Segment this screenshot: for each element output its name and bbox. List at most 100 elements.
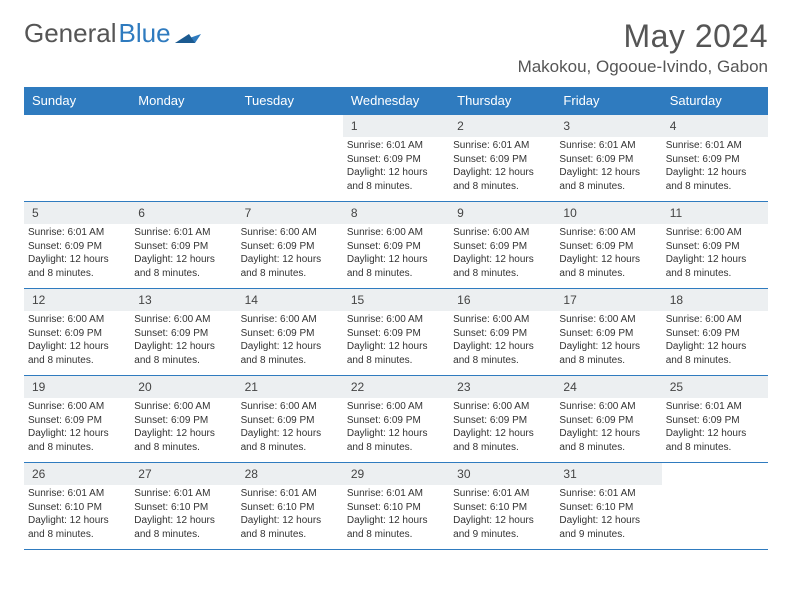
day-cell: 26 Sunrise: 6:01 AMSunset: 6:10 PMDayligh… [24, 463, 130, 549]
sunset-text: Sunset: 6:09 PM [28, 240, 126, 254]
day-details: Sunrise: 6:00 AMSunset: 6:09 PMDaylight:… [343, 398, 449, 458]
day-cell: 27Sunrise: 6:01 AMSunset: 6:10 PMDayligh… [130, 463, 236, 549]
sunrise-text: Sunrise: 6:00 AM [453, 400, 551, 414]
day-details: Sunrise: 6:00 AMSunset: 6:09 PMDaylight:… [343, 311, 449, 371]
day-cell: 9Sunrise: 6:00 AMSunset: 6:09 PMDaylight… [449, 202, 555, 288]
sunset-text: Sunset: 6:09 PM [453, 327, 551, 341]
daylight-text: Daylight: 12 hours and 8 minutes. [559, 340, 657, 367]
daylight-text: Daylight: 12 hours and 8 minutes. [241, 340, 339, 367]
daylight-text: Daylight: 12 hours and 8 minutes. [453, 166, 551, 193]
header: GeneralBlue May 2024 Makokou, Ogooue-Ivi… [24, 18, 768, 77]
day-cell: 4 Sunrise: 6:01 AMSunset: 6:09 PMDaylight… [662, 115, 768, 201]
day-number: 11 [662, 202, 768, 224]
day-cell: 31Sunrise: 6:01 AMSunset: 6:10 PMDayligh… [555, 463, 661, 549]
day-details: Sunrise: 6:00 AMSunset: 6:09 PMDaylight:… [449, 311, 555, 371]
sunset-text: Sunset: 6:09 PM [559, 153, 657, 167]
day-cell: 6Sunrise: 6:01 AMSunset: 6:09 PMDaylight… [130, 202, 236, 288]
day-number: 1 [343, 115, 449, 137]
sunset-text: Sunset: 6:09 PM [666, 153, 764, 167]
sunrise-text: Sunrise: 6:01 AM [666, 139, 764, 153]
daylight-text: Daylight: 12 hours and 8 minutes. [453, 427, 551, 454]
day-details: Sunrise: 6:01 AMSunset: 6:09 PMDaylight:… [130, 224, 236, 284]
sunset-text: Sunset: 6:09 PM [347, 153, 445, 167]
day-cell: 14Sunrise: 6:00 AMSunset: 6:09 PMDayligh… [237, 289, 343, 375]
day-number: 6 [130, 202, 236, 224]
day-details: Sunrise: 6:00 AMSunset: 6:09 PMDaylight:… [24, 311, 130, 371]
daylight-text: Daylight: 12 hours and 8 minutes. [453, 253, 551, 280]
day-details: Sunrise: 6:01 AMSunset: 6:10 PMDaylight:… [449, 485, 555, 545]
sunset-text: Sunset: 6:09 PM [347, 240, 445, 254]
month-title: May 2024 [518, 18, 768, 55]
sunrise-text: Sunrise: 6:01 AM [347, 487, 445, 501]
day-header-cell: Sunday [24, 87, 130, 114]
logo: GeneralBlue [24, 18, 201, 49]
day-cell: 2Sunrise: 6:01 AMSunset: 6:09 PMDaylight… [449, 115, 555, 201]
day-number: 4 [662, 115, 768, 137]
daylight-text: Daylight: 12 hours and 8 minutes. [347, 514, 445, 541]
sunrise-text: Sunrise: 6:00 AM [347, 226, 445, 240]
sunrise-text: Sunrise: 6:01 AM [134, 487, 232, 501]
day-cell: 23Sunrise: 6:00 AMSunset: 6:09 PMDayligh… [449, 376, 555, 462]
sunset-text: Sunset: 6:10 PM [241, 501, 339, 515]
sunrise-text: Sunrise: 6:00 AM [559, 400, 657, 414]
day-details: Sunrise: 6:01 AMSunset: 6:09 PMDaylight:… [449, 137, 555, 197]
day-number: 25 [662, 376, 768, 398]
day-header-cell: Wednesday [343, 87, 449, 114]
day-number [24, 115, 130, 137]
daylight-text: Daylight: 12 hours and 8 minutes. [666, 166, 764, 193]
sunrise-text: Sunrise: 6:01 AM [666, 400, 764, 414]
day-details: Sunrise: 6:00 AMSunset: 6:09 PMDaylight:… [237, 398, 343, 458]
sunrise-text: Sunrise: 6:00 AM [134, 400, 232, 414]
sunrise-text: Sunrise: 6:00 AM [453, 313, 551, 327]
day-cell: 8Sunrise: 6:00 AMSunset: 6:09 PMDaylight… [343, 202, 449, 288]
daylight-text: Daylight: 12 hours and 8 minutes. [666, 427, 764, 454]
day-details: Sunrise: 6:00 AMSunset: 6:09 PMDaylight:… [449, 224, 555, 284]
day-details: Sunrise: 6:01 AMSunset: 6:09 PMDaylight:… [662, 398, 768, 458]
sunrise-text: Sunrise: 6:01 AM [453, 487, 551, 501]
day-details: Sunrise: 6:01 AMSunset: 6:10 PMDaylight:… [555, 485, 661, 545]
sunset-text: Sunset: 6:09 PM [134, 414, 232, 428]
day-number: 12 [24, 289, 130, 311]
daylight-text: Daylight: 12 hours and 8 minutes. [241, 427, 339, 454]
sunset-text: Sunset: 6:10 PM [28, 501, 126, 515]
sunrise-text: Sunrise: 6:01 AM [453, 139, 551, 153]
daylight-text: Daylight: 12 hours and 8 minutes. [347, 253, 445, 280]
day-number: 26 [24, 463, 130, 485]
day-cell: 25Sunrise: 6:01 AMSunset: 6:09 PMDayligh… [662, 376, 768, 462]
day-number [130, 115, 236, 137]
daylight-text: Daylight: 12 hours and 8 minutes. [28, 253, 126, 280]
daylight-text: Daylight: 12 hours and 8 minutes. [134, 253, 232, 280]
sunset-text: Sunset: 6:09 PM [559, 327, 657, 341]
daylight-text: Daylight: 12 hours and 8 minutes. [28, 514, 126, 541]
sunrise-text: Sunrise: 6:01 AM [559, 487, 657, 501]
sunset-text: Sunset: 6:09 PM [241, 327, 339, 341]
sunrise-text: Sunrise: 6:00 AM [134, 313, 232, 327]
sunrise-text: Sunrise: 6:00 AM [347, 313, 445, 327]
logo-text-gray: General [24, 18, 117, 49]
daylight-text: Daylight: 12 hours and 8 minutes. [559, 166, 657, 193]
day-cell: 12Sunrise: 6:00 AMSunset: 6:09 PMDayligh… [24, 289, 130, 375]
sunset-text: Sunset: 6:09 PM [559, 414, 657, 428]
day-cell: 19Sunrise: 6:00 AMSunset: 6:09 PMDayligh… [24, 376, 130, 462]
day-details: Sunrise: 6:00 AMSunset: 6:09 PMDaylight:… [343, 224, 449, 284]
day-header-cell: Saturday [662, 87, 768, 114]
daylight-text: Daylight: 12 hours and 8 minutes. [134, 427, 232, 454]
day-cell: 11Sunrise: 6:00 AMSunset: 6:09 PMDayligh… [662, 202, 768, 288]
day-number: 16 [449, 289, 555, 311]
day-number: 28 [237, 463, 343, 485]
day-number: 8 [343, 202, 449, 224]
sunset-text: Sunset: 6:09 PM [453, 414, 551, 428]
daylight-text: Daylight: 12 hours and 8 minutes. [28, 427, 126, 454]
sunset-text: Sunset: 6:09 PM [453, 240, 551, 254]
logo-text-blue: Blue [119, 18, 171, 49]
day-details: Sunrise: 6:00 AMSunset: 6:09 PMDaylight:… [449, 398, 555, 458]
daylight-text: Daylight: 12 hours and 8 minutes. [666, 340, 764, 367]
sunrise-text: Sunrise: 6:01 AM [28, 487, 126, 501]
day-cell: 18Sunrise: 6:00 AMSunset: 6:09 PMDayligh… [662, 289, 768, 375]
sunset-text: Sunset: 6:09 PM [347, 327, 445, 341]
day-cell: 17Sunrise: 6:00 AMSunset: 6:09 PMDayligh… [555, 289, 661, 375]
sunset-text: Sunset: 6:09 PM [559, 240, 657, 254]
day-cell: 21Sunrise: 6:00 AMSunset: 6:09 PMDayligh… [237, 376, 343, 462]
day-number: 10 [555, 202, 661, 224]
day-number: 17 [555, 289, 661, 311]
